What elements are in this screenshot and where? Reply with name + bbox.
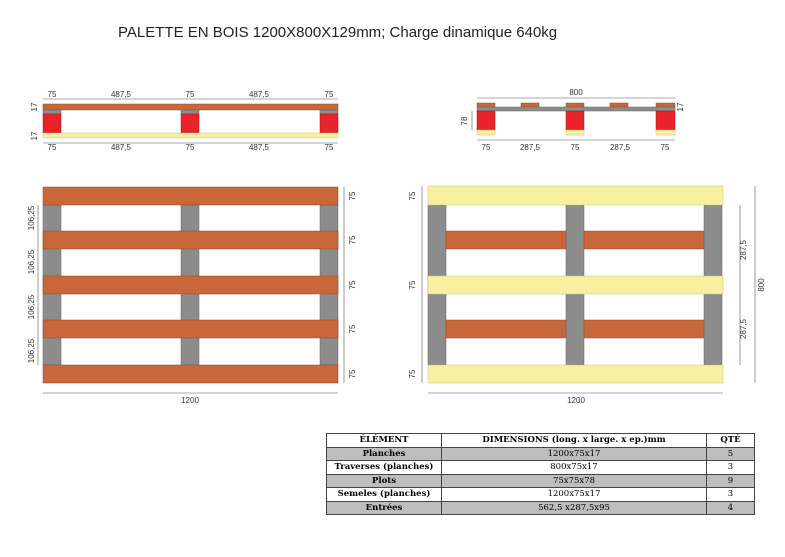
dimension-label: 106,25 (27, 249, 36, 274)
table-row: Planches 1200x75x17 5 (326, 446, 755, 461)
dimension-label: 75 (661, 143, 670, 152)
parts-table: ÉLÉMENT DIMENSIONS (long. x large. x ep.… (326, 433, 755, 515)
dimension-label: 75 (186, 90, 195, 99)
dimension-label: 287,5 (739, 239, 748, 260)
dimension-label: 75 (408, 280, 417, 289)
dimension-label: 487,5 (111, 143, 132, 152)
dimension-label: 78 (460, 116, 469, 125)
drawing-title: PALETTE EN BOIS 1200X800X129mm; Charge d… (118, 24, 558, 41)
dimension-label: 800 (569, 88, 583, 97)
pallet-part (445, 230, 567, 250)
dimension-label: 75 (325, 143, 334, 152)
bottom-skid (42, 132, 339, 139)
pallet-part (427, 185, 724, 206)
dimension-label: 75 (348, 280, 357, 289)
pallet-part (476, 129, 496, 136)
dimension-label: 106,25 (27, 294, 36, 319)
dimension-label: 75 (186, 143, 195, 152)
pallet-part (427, 275, 724, 295)
pallet-part (42, 364, 339, 384)
dimension-label: 75 (348, 324, 357, 333)
dimension-label: 1200 (181, 396, 199, 405)
side-view: 75 487,5 75 487,5 75 75 487,5 75 487,5 7… (30, 90, 339, 152)
dimension-label: 800 (757, 278, 766, 292)
dimension-label: 487,5 (111, 90, 132, 99)
table-row: Plots 75x75x78 9 (326, 473, 755, 488)
dimension-label: 487,5 (249, 90, 270, 99)
dimension-label: 75 (348, 369, 357, 378)
pallet-part (565, 129, 585, 136)
pallet-part (565, 102, 585, 108)
dimension-label: 17 (30, 131, 39, 140)
bottom-view: 75 75 75 287,5 287,5 800 1200 (408, 185, 766, 405)
pallet-part (42, 319, 339, 339)
dimension-label: 75 (571, 143, 580, 152)
pallet-part (42, 109, 62, 115)
dimension-label: 106,25 (27, 338, 36, 363)
dimension-label: 287,5 (739, 318, 748, 339)
dimension-label: 75 (408, 369, 417, 378)
pallet-part (180, 113, 200, 134)
pallet-part (476, 110, 496, 131)
pallet-part (655, 102, 676, 108)
top-view: 75 75 75 75 75 106,25 106,25 106,25 106,… (27, 186, 357, 405)
dimension-label: 75 (48, 143, 57, 152)
end-view: 800 78 17 75 287,5 75 287,5 75 (460, 88, 685, 152)
block (42, 113, 62, 134)
dimension-label: 75 (408, 191, 417, 200)
table-row: Traverses (planches) 800x75x17 3 (326, 460, 755, 475)
pallet-part (583, 230, 705, 250)
pallet-part (42, 275, 339, 295)
pallet-part (42, 186, 339, 206)
pallet-part (609, 102, 629, 108)
table-row: Semeles (planches) 1200x75x17 3 (326, 487, 755, 502)
table-header: ÉLÉMENT DIMENSIONS (long. x large. x ep.… (326, 433, 755, 448)
dimension-label: 75 (482, 143, 491, 152)
top-plank (42, 103, 339, 111)
pallet-part (445, 319, 567, 339)
pallet-part (655, 129, 676, 136)
table-row: Entrées 562,5 x287,5x95 4 (326, 500, 755, 515)
pallet-part (655, 110, 676, 131)
pallet-part (583, 319, 705, 339)
pallet-part (42, 230, 339, 250)
dimension-label: 75 (325, 90, 334, 99)
pallet-part (180, 109, 200, 115)
dimension-label: 287,5 (520, 143, 541, 152)
dimension-label: 75 (48, 90, 57, 99)
pallet-part (520, 102, 540, 108)
dimension-label: 287,5 (610, 143, 631, 152)
pallet-part (476, 106, 676, 112)
pallet-part (427, 364, 724, 384)
pallet-part (565, 110, 585, 131)
dimension-label: 75 (348, 235, 357, 244)
dimension-label: 487,5 (249, 143, 270, 152)
dimension-label: 106,25 (27, 205, 36, 230)
dimension-label: 75 (348, 191, 357, 200)
pallet-part (319, 109, 339, 115)
dimension-label: 17 (30, 102, 39, 111)
pallet-part (319, 113, 339, 134)
pallet-part (476, 102, 496, 108)
dimension-label: 17 (676, 102, 685, 111)
dimension-label: 1200 (567, 396, 585, 405)
